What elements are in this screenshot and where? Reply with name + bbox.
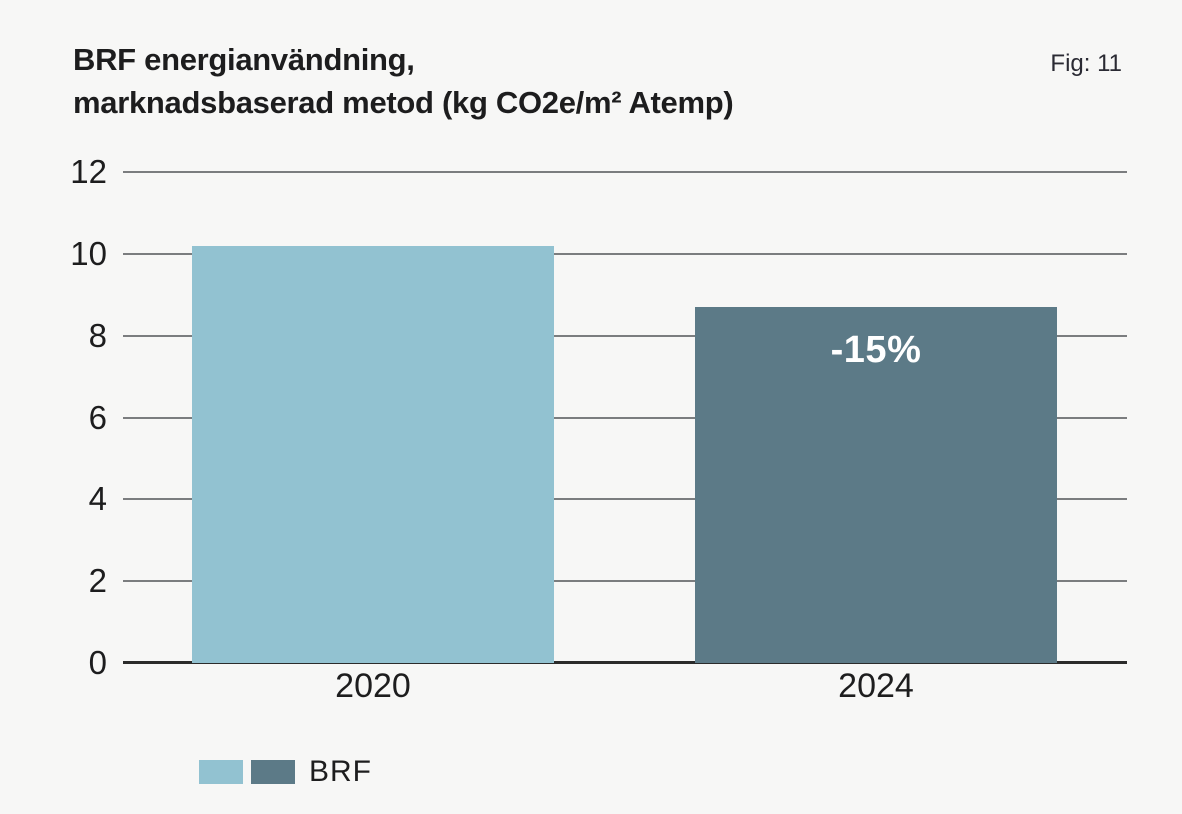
y-tick-label-8: 8 xyxy=(88,316,107,354)
bar-2020 xyxy=(192,245,554,663)
chart-title-line1: BRF energianvändning, xyxy=(73,42,415,77)
y-tick-label-12: 12 xyxy=(70,153,107,190)
legend-swatch-2020 xyxy=(199,760,243,784)
y-tick-label-6: 6 xyxy=(88,398,107,436)
y-tick-label-4: 4 xyxy=(88,480,107,518)
gridline-8 xyxy=(123,334,1127,337)
y-axis-tick-labels: 0 2 4 6 8 10 12 xyxy=(0,153,107,681)
y-tick-label-10: 10 xyxy=(70,234,107,272)
bar-2024: -15% xyxy=(695,307,1057,663)
chart-title-line2: marknadsbaserad metod (kg CO2e/m² Atemp) xyxy=(73,85,734,120)
plot-area: -15% xyxy=(123,171,1127,664)
gridline-4 xyxy=(123,498,1127,501)
figure-number-label: Fig: 11 xyxy=(1050,50,1122,77)
y-tick-label-0: 0 xyxy=(88,644,107,681)
legend: BRF xyxy=(199,755,372,789)
legend-swatch-2024 xyxy=(251,760,295,784)
gridline-2 xyxy=(123,580,1127,583)
gridline-6 xyxy=(123,416,1127,419)
gridline-12 xyxy=(123,171,1127,173)
gridline-10 xyxy=(123,252,1127,255)
bar-annotation-2024: -15% xyxy=(830,329,922,372)
x-tick-label-2024: 2024 xyxy=(838,667,914,705)
x-axis-line xyxy=(123,661,1127,664)
x-tick-label-2020: 2020 xyxy=(335,667,411,705)
y-tick-label-2: 2 xyxy=(88,562,107,600)
x-axis-tick-labels: 2020 2024 xyxy=(0,667,1182,707)
legend-label: BRF xyxy=(309,755,372,788)
chart-title: BRF energianvändning, marknadsbaserad met… xyxy=(73,38,734,124)
